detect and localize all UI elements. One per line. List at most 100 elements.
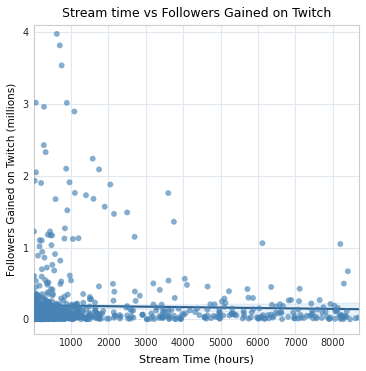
Point: [45, 279, 51, 285]
Point: [32, 316, 38, 322]
Point: [31, 311, 37, 317]
Point: [75, 305, 81, 311]
Point: [33, 300, 38, 306]
Point: [48, 311, 54, 317]
Point: [176, 306, 182, 312]
Point: [128, 314, 134, 320]
Point: [68, 311, 74, 316]
Point: [160, 309, 166, 315]
Point: [39, 310, 45, 316]
Point: [31, 308, 37, 314]
Point: [82, 315, 88, 321]
Point: [61, 314, 67, 320]
Point: [336, 313, 342, 319]
Point: [172, 316, 178, 322]
Point: [34, 312, 40, 318]
Point: [33, 313, 38, 319]
Point: [44, 265, 50, 270]
Point: [72, 302, 78, 308]
Point: [248, 314, 254, 320]
Point: [246, 316, 252, 322]
Point: [257, 315, 263, 321]
Point: [34, 314, 40, 320]
Point: [38, 310, 44, 316]
Point: [347, 316, 353, 322]
Point: [33, 309, 39, 315]
Point: [68, 314, 74, 320]
Point: [111, 309, 117, 315]
Point: [47, 313, 53, 319]
Point: [35, 312, 41, 318]
Point: [33, 284, 38, 290]
Point: [166, 315, 172, 321]
Point: [98, 316, 104, 322]
Point: [46, 308, 52, 314]
Point: [47, 316, 53, 322]
Point: [31, 229, 37, 234]
Point: [43, 303, 49, 309]
Point: [35, 310, 41, 316]
Point: [321, 304, 326, 310]
Point: [34, 314, 40, 320]
Point: [51, 316, 57, 322]
Point: [62, 311, 68, 317]
Point: [49, 312, 55, 318]
Point: [61, 236, 67, 242]
Point: [96, 167, 102, 173]
Point: [52, 313, 57, 319]
Point: [36, 315, 42, 321]
Point: [232, 312, 238, 318]
Point: [127, 316, 133, 322]
Point: [57, 315, 63, 321]
Point: [36, 312, 41, 318]
Point: [36, 310, 42, 316]
Point: [166, 316, 172, 322]
Point: [36, 313, 42, 319]
Point: [344, 313, 350, 319]
Point: [40, 311, 46, 316]
Point: [132, 289, 138, 295]
Point: [211, 313, 217, 319]
Point: [34, 311, 40, 317]
Point: [36, 314, 42, 320]
Point: [87, 303, 93, 309]
Point: [32, 306, 38, 312]
Point: [34, 312, 40, 318]
Point: [37, 314, 43, 320]
Point: [33, 316, 39, 322]
Point: [47, 316, 53, 322]
Point: [262, 315, 268, 321]
Point: [44, 309, 50, 315]
Point: [139, 312, 145, 318]
Point: [124, 303, 130, 309]
Point: [37, 309, 43, 315]
Point: [55, 315, 61, 321]
Point: [31, 315, 37, 321]
Point: [76, 306, 82, 312]
Point: [31, 303, 37, 309]
Point: [48, 308, 54, 313]
Point: [33, 301, 38, 307]
Point: [37, 316, 43, 322]
Point: [33, 310, 39, 316]
Point: [48, 314, 53, 320]
Point: [217, 309, 223, 315]
Point: [36, 316, 42, 322]
Point: [42, 304, 48, 310]
Point: [125, 316, 131, 322]
Point: [39, 315, 45, 321]
Point: [332, 303, 337, 309]
Point: [45, 311, 51, 317]
Point: [46, 303, 52, 309]
Point: [39, 308, 45, 313]
Point: [217, 312, 223, 318]
Point: [36, 313, 42, 319]
Point: [52, 316, 58, 322]
Point: [271, 313, 277, 319]
Point: [34, 308, 40, 314]
Point: [32, 312, 38, 318]
Point: [118, 313, 124, 319]
Point: [41, 314, 46, 320]
Point: [266, 315, 272, 321]
Point: [34, 311, 40, 317]
